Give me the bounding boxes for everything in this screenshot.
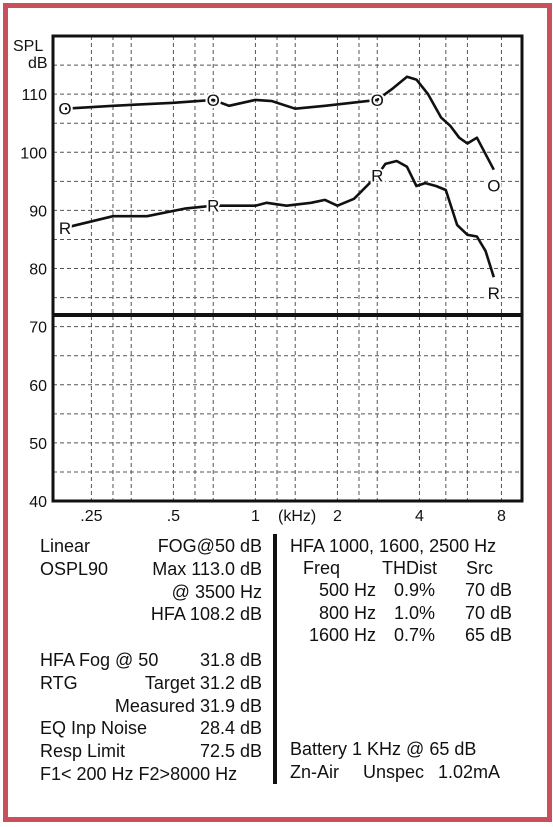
battery-current: 1.02mA bbox=[438, 762, 501, 782]
chart-grid bbox=[53, 36, 522, 501]
x-axis-unit: (kHz) bbox=[278, 508, 316, 525]
y-tick-label: 100 bbox=[20, 145, 47, 162]
left-label: EQ Inp Noise bbox=[40, 718, 148, 739]
thd-cell: 65 dB bbox=[464, 625, 512, 645]
battery-line: Battery 1 KHz @ 65 dB bbox=[290, 739, 477, 759]
thd-cell: 0.7% bbox=[393, 625, 435, 645]
thd-header-freq: Freq bbox=[303, 558, 341, 578]
axis-ticks: 110 100 90 80 70 60 50 40 .25 .5 1 2 4 8 bbox=[20, 87, 506, 525]
y-tick-label: 110 bbox=[21, 87, 47, 104]
left-value: HFA 108.2 dB bbox=[150, 604, 262, 625]
battery-spec: Unspec bbox=[363, 762, 425, 782]
y-axis-label-spl: SPL bbox=[13, 38, 43, 55]
left-value: 31.8 dB bbox=[199, 650, 262, 670]
series-line-O bbox=[64, 75, 495, 171]
left-label: Resp Limit bbox=[40, 741, 126, 762]
plot-border bbox=[51, 34, 524, 503]
left-label: F1< 200 Hz F2>8000 Hz bbox=[40, 764, 238, 784]
y-tick-label: 60 bbox=[29, 378, 47, 395]
y-axis-label-db: dB bbox=[28, 55, 48, 72]
y-tick-label: 70 bbox=[29, 320, 47, 337]
thd-cell: 1.0% bbox=[393, 602, 435, 623]
x-tick-label: 2 bbox=[333, 508, 342, 525]
y-tick-label: 40 bbox=[29, 494, 47, 511]
thd-cell: 70 dB bbox=[464, 580, 512, 600]
panel-divider bbox=[273, 534, 277, 784]
left-value: 28.4 dB bbox=[199, 718, 262, 739]
series-line-R bbox=[64, 159, 496, 278]
left-label: HFA Fog @ 50 bbox=[40, 650, 159, 670]
left-label: RTG bbox=[40, 672, 78, 693]
thd-cell: 500 Hz bbox=[318, 580, 376, 600]
left-value: FOG@50 dB bbox=[157, 536, 262, 556]
y-tick-label: 50 bbox=[29, 436, 47, 453]
y-tick-label: 90 bbox=[29, 203, 47, 220]
left-label: Linear bbox=[40, 536, 91, 556]
left-value: Max 113.0 dB bbox=[152, 558, 262, 579]
series-marker-R: R bbox=[59, 219, 71, 238]
x-tick-label: 4 bbox=[415, 508, 424, 525]
thd-header-thdist: THDist bbox=[382, 558, 437, 578]
thd-cell: 0.9% bbox=[393, 580, 435, 600]
series-marker-R: R bbox=[207, 197, 219, 216]
left-value: 72.5 dB bbox=[199, 741, 262, 762]
series-marker-R: R bbox=[488, 284, 500, 303]
x-tick-label: 8 bbox=[497, 508, 506, 525]
x-tick-label: .25 bbox=[80, 508, 102, 525]
left-value: Target 31.2 dB bbox=[144, 672, 262, 693]
thd-cell: 1600 Hz bbox=[308, 625, 376, 645]
thd-header-src: Src bbox=[466, 558, 493, 578]
y-tick-label: 80 bbox=[29, 262, 47, 279]
thd-cell: 800 Hz bbox=[318, 602, 376, 623]
series-group: O O O O R R R R bbox=[56, 75, 502, 305]
frequency-response-chart: SPL dB (kHz) 110 100 90 80 70 60 50 40 .25 .5 1 2 4 8… bbox=[13, 34, 524, 525]
series-marker-R: R bbox=[371, 167, 383, 186]
series-marker-O: O bbox=[58, 100, 71, 119]
left-value: @ 3500 Hz bbox=[171, 581, 262, 602]
x-tick-label: .5 bbox=[167, 508, 180, 525]
left-value: Measured 31.9 dB bbox=[114, 695, 262, 716]
series-marker-O: O bbox=[371, 91, 384, 110]
thd-cell: 70 dB bbox=[464, 602, 512, 623]
left-label: OSPL90 bbox=[40, 558, 109, 579]
battery-type: Zn-Air bbox=[290, 762, 339, 782]
x-tick-label: 1 bbox=[251, 508, 260, 525]
series-marker-O: O bbox=[487, 177, 500, 196]
hfa-title: HFA 1000, 1600, 2500 Hz bbox=[290, 536, 497, 556]
series-marker-O: O bbox=[207, 91, 220, 110]
